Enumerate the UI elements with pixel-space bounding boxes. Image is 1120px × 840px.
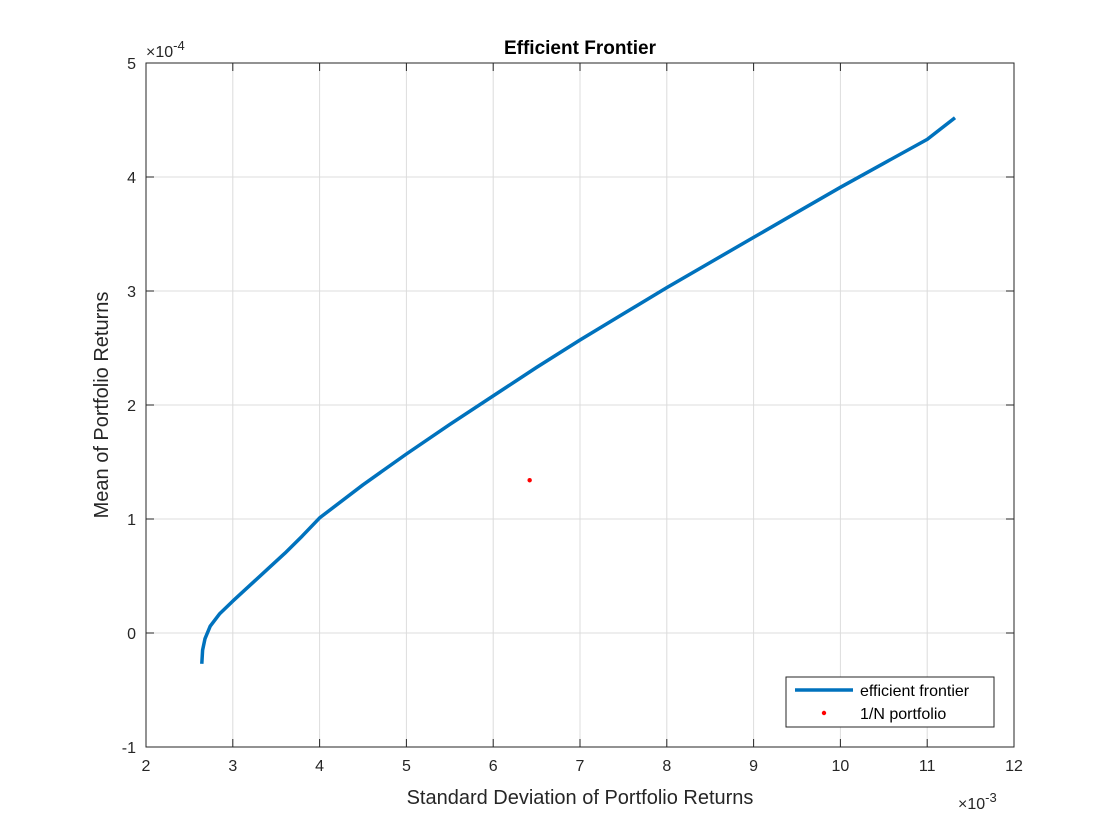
x-tick-label: 7: [576, 758, 585, 775]
y-tick-label: 0: [127, 626, 136, 643]
y-exponent-base: ×10: [146, 44, 173, 61]
y-tick-label: 1: [127, 512, 136, 529]
y-axis-label: Mean of Portfolio Returns: [91, 292, 113, 519]
x-tick-label: 12: [1005, 758, 1023, 775]
x-tick-label: 2: [142, 758, 151, 775]
x-tick-label: 10: [832, 758, 850, 775]
chart-title: Efficient Frontier: [504, 38, 657, 59]
series: [200, 116, 957, 664]
x-tick-label: 5: [402, 758, 411, 775]
x-tick-label: 3: [228, 758, 237, 775]
x-tick-label: 11: [919, 758, 936, 775]
x-axis-exponent: ×10-3: [958, 790, 997, 813]
x-tick-label: 9: [749, 758, 758, 775]
legend-box: [785, 676, 995, 728]
x-exponent-base: ×10: [958, 796, 985, 813]
legend-point-swatch: [821, 710, 827, 716]
y-tick-label: 5: [127, 56, 136, 73]
efficient-frontier-line: [200, 116, 957, 664]
y-tick-label: 3: [127, 284, 136, 301]
legend-label-1n-portfolio: 1/N portfolio: [860, 706, 946, 723]
y-tick-label: -1: [122, 740, 136, 757]
x-exponent-power: -3: [985, 790, 997, 805]
one-over-n-portfolio-point: [527, 478, 532, 483]
x-tick-label: 4: [315, 758, 324, 775]
y-exponent-power: -4: [173, 38, 185, 53]
legend-label-efficient-frontier: efficient frontier: [860, 683, 970, 700]
y-axis-exponent: ×10-4: [146, 38, 185, 61]
y-tick-label: 2: [127, 398, 136, 415]
x-tick-label: 8: [662, 758, 671, 775]
grid: [146, 63, 1014, 747]
x-tick-label: 6: [489, 758, 498, 775]
x-axis-label: Standard Deviation of Portfolio Returns: [407, 787, 754, 809]
svg-text:×10-3: ×10-3: [958, 790, 997, 813]
legend: efficient frontier 1/N portfolio: [785, 676, 995, 728]
y-tick-label: 4: [127, 170, 136, 187]
svg-text:×10-4: ×10-4: [146, 38, 185, 61]
